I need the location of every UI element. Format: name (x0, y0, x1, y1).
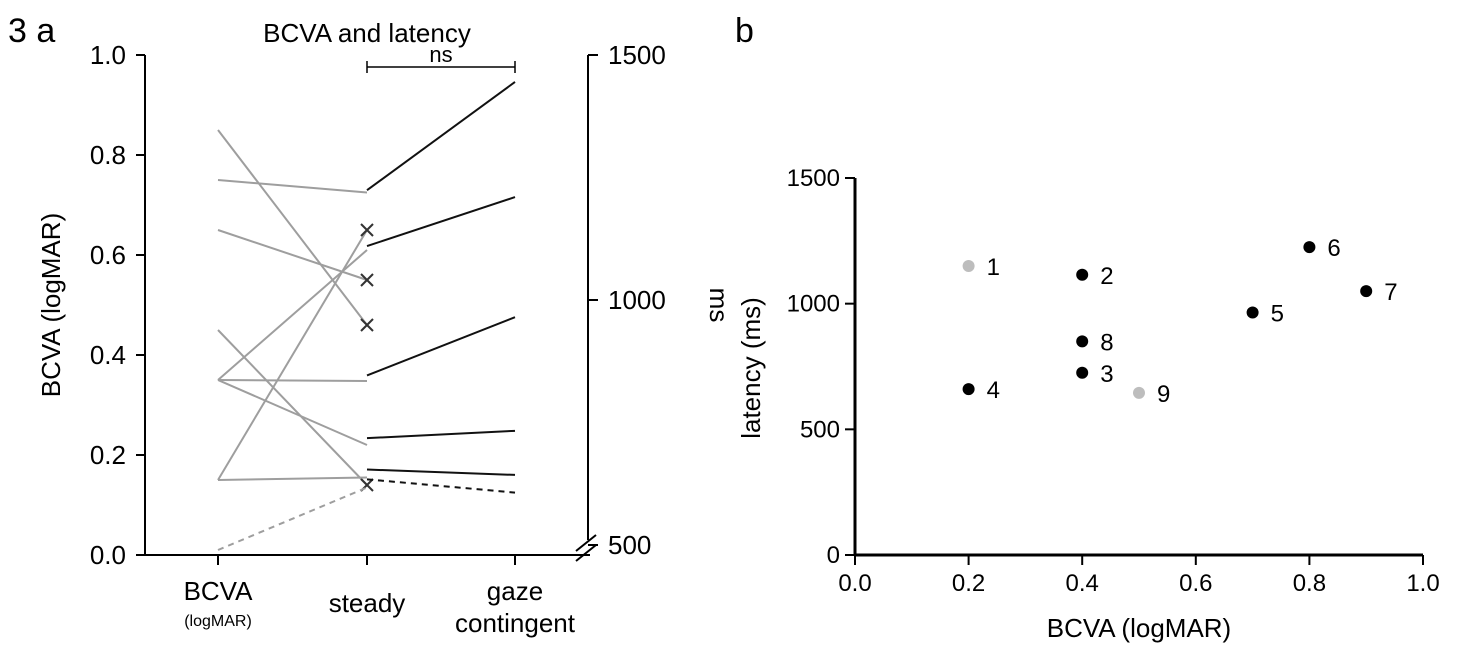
bcva-line (217, 229, 368, 281)
category-label: BCVA (184, 576, 254, 606)
bcva-line (217, 329, 368, 486)
point-label: 1 (987, 254, 1000, 281)
point-label: 8 (1100, 329, 1113, 356)
significance-label: ns (429, 42, 452, 67)
x-tick-label: 0.0 (838, 570, 871, 597)
y-tick-label: 0.8 (90, 140, 126, 170)
bcva-line (217, 379, 368, 446)
bcva-line (217, 129, 368, 326)
bcva-line (217, 179, 368, 194)
x-tick-label: 0.4 (1066, 570, 1099, 597)
panel-b-xlabel: BCVA (logMAR) (1047, 613, 1231, 643)
x-tick-label: 0.6 (1179, 570, 1212, 597)
panel-b-ylabel: latency (ms) (736, 297, 766, 439)
scatter-point (1076, 366, 1089, 379)
x-tick-label: 0.2 (952, 570, 985, 597)
point-label: 6 (1327, 235, 1340, 262)
category-label: gaze (487, 576, 543, 606)
panel-b-label: b (735, 12, 754, 50)
scatter-point (1133, 386, 1145, 399)
scatter-point (1303, 241, 1316, 254)
axis-break-mark (575, 534, 597, 552)
bcva-line (217, 486, 368, 551)
latency-line (366, 478, 516, 494)
category-label: contingent (455, 608, 576, 638)
scatter-point (962, 383, 975, 396)
panel-a: 3 a BCVA and latency BCVA (logMAR) ms ns… (8, 12, 734, 638)
y2-tick-label: 1000 (608, 285, 666, 315)
y-tick-label: 0.0 (90, 540, 126, 570)
scatter-point (1246, 306, 1259, 319)
panel-a-ylabel: BCVA (logMAR) (36, 213, 66, 397)
y2-tick-label: 1500 (608, 40, 666, 70)
category-label: steady (329, 588, 406, 618)
scatter-point (1360, 285, 1373, 298)
scatter-point (1076, 268, 1089, 281)
scatter-point (1076, 335, 1089, 348)
panel-a-title: BCVA and latency (263, 18, 471, 48)
x-tick-label: 1.0 (1406, 570, 1439, 597)
cross-marker (360, 223, 374, 237)
point-label: 7 (1384, 279, 1397, 306)
x-tick-label: 0.8 (1293, 570, 1326, 597)
bcva-line (217, 476, 368, 481)
bcva-line (217, 379, 368, 382)
y2-tick-label: 500 (608, 530, 651, 560)
point-label: 5 (1271, 300, 1284, 327)
panel-b: b latency (ms) BCVA (logMAR) 0.0 0.2 0.4 0.… (735, 12, 1440, 643)
point-label: 9 (1157, 381, 1170, 408)
bcva-line (217, 229, 368, 481)
panel-a-label: 3 a (8, 12, 55, 50)
point-label: 4 (987, 377, 1000, 404)
cross-marker (360, 318, 374, 332)
latency-line (366, 81, 516, 192)
y-tick-label: 1000 (787, 291, 840, 318)
latency-line (366, 196, 516, 248)
bcva-line (217, 249, 368, 381)
point-label: 2 (1100, 263, 1113, 290)
y-tick-label: 0.6 (90, 240, 126, 270)
y-tick-label: 0.4 (90, 340, 126, 370)
scatter-point (962, 259, 975, 272)
y-tick-label: 0 (827, 542, 840, 569)
latency-line (366, 316, 516, 377)
cross-marker (360, 273, 374, 287)
point-label: 3 (1100, 361, 1113, 388)
axis-break-mark (575, 544, 597, 562)
latency-line (366, 429, 516, 440)
y-tick-label: 1500 (787, 165, 840, 192)
category-sublabel: (logMAR) (184, 613, 252, 630)
latency-line (366, 468, 516, 476)
y-tick-label: 1.0 (90, 40, 126, 70)
panel-a-y2label: ms (704, 288, 734, 323)
y-tick-label: 0.2 (90, 440, 126, 470)
y-tick-label: 500 (800, 416, 840, 443)
